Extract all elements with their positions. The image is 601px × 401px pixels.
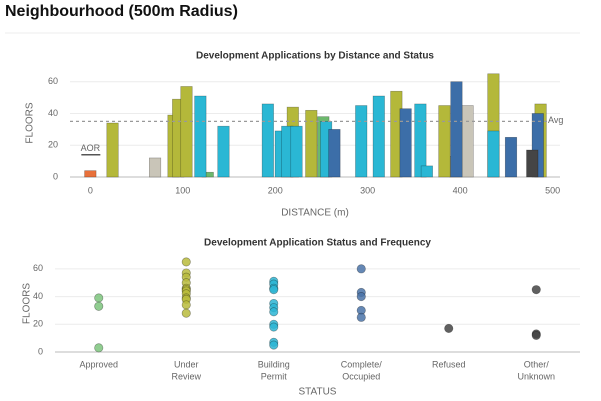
y-tick-label: 60 (48, 76, 58, 86)
point (181, 257, 191, 267)
y-tick-label: 40 (48, 108, 58, 118)
point (531, 285, 541, 295)
avg-label: Avg (548, 115, 563, 125)
point (444, 323, 454, 333)
bar (328, 129, 341, 178)
bar (194, 95, 207, 178)
point (531, 330, 541, 340)
x-tick-label: 400 (453, 185, 468, 195)
bar (399, 108, 412, 178)
x-tick-label: Permit (261, 371, 288, 381)
y-axis-label: FLOORS (25, 102, 36, 143)
y-tick-label: 40 (33, 291, 43, 301)
point (94, 343, 104, 353)
x-tick-label: Building (258, 359, 290, 369)
y-tick-label: 0 (53, 171, 58, 181)
y-tick-label: 20 (33, 319, 43, 329)
chart-title: Development Application Status and Frequ… (204, 238, 431, 249)
y-tick-label: 0 (38, 346, 43, 356)
bar (106, 122, 119, 178)
bar (149, 157, 162, 178)
x-tick-label: 100 (175, 185, 190, 195)
x-tick-label: Approved (79, 359, 118, 369)
x-tick-label: Under (174, 359, 199, 369)
bar (372, 95, 385, 178)
point (356, 312, 366, 322)
x-tick-label: 200 (268, 185, 283, 195)
y-axis-label: FLOORS (22, 283, 33, 324)
point (181, 300, 191, 310)
bar (420, 165, 433, 178)
x-tick-label: Other/ (524, 359, 550, 369)
x-tick-label: Review (171, 371, 201, 381)
x-tick-label: 500 (545, 185, 560, 195)
bar (504, 136, 518, 178)
bar (450, 81, 463, 178)
bar (461, 105, 474, 178)
bar (180, 86, 193, 178)
point (269, 307, 279, 317)
bar (261, 103, 274, 178)
x-tick-label: Unknown (517, 371, 555, 381)
bar (305, 109, 318, 178)
bar (217, 125, 230, 178)
bar (290, 125, 303, 178)
x-tick-label: Refused (432, 359, 466, 369)
bar (487, 130, 500, 178)
x-tick-label: Occupied (342, 371, 380, 381)
point (94, 301, 104, 311)
page-title: Neighbourhood (500m Radius) (5, 3, 238, 20)
x-axis-label: DISTANCE (m) (281, 208, 349, 219)
bar (438, 105, 451, 178)
point (181, 308, 191, 318)
x-axis-label: STATUS (299, 387, 337, 398)
point (356, 292, 366, 302)
bar (355, 105, 368, 178)
bar (526, 149, 539, 178)
point (94, 293, 104, 303)
aor-label: AOR (81, 143, 101, 153)
bar (414, 103, 427, 178)
point (356, 264, 366, 274)
y-tick-label: 60 (33, 263, 43, 273)
x-tick-label: 0 (88, 185, 93, 195)
bar (84, 170, 97, 178)
x-tick-label: 300 (360, 185, 375, 195)
y-tick-label: 20 (48, 140, 58, 150)
x-tick-label: Complete/ (341, 359, 383, 369)
point (269, 340, 279, 350)
point (269, 285, 279, 295)
point (269, 322, 279, 332)
chart-title: Development Applications by Distance and… (196, 51, 434, 62)
